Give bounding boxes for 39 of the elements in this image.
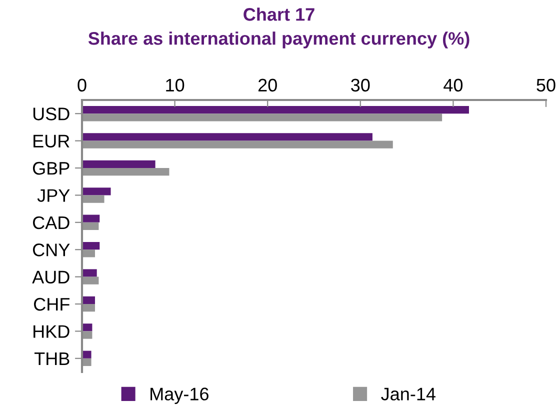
- chart-title: Chart 17: [244, 8, 314, 21]
- y-tick-label: JPY: [37, 189, 70, 202]
- y-tick-label: USD: [33, 108, 70, 120]
- legend-label: May-16: [150, 388, 208, 404]
- bar: [82, 195, 104, 203]
- chart-subtitle: Share as international payment currency (%): [88, 32, 470, 48]
- bar: [82, 250, 95, 258]
- bar: [82, 350, 92, 358]
- bar: [82, 358, 92, 366]
- bar: [82, 114, 442, 122]
- x-tick-label: 10: [166, 78, 184, 92]
- bar: [82, 168, 170, 176]
- bar: [82, 222, 99, 230]
- bar: [82, 214, 100, 222]
- bar: [82, 242, 100, 250]
- bar: [82, 140, 393, 148]
- y-tick-label: CNY: [32, 244, 70, 256]
- y-tick-label: EUR: [34, 134, 70, 148]
- bar: [82, 276, 99, 284]
- y-tick-label: CAD: [32, 216, 70, 230]
- bar: [82, 296, 95, 304]
- y-tick-label: THB: [34, 352, 70, 365]
- bar: [82, 106, 469, 114]
- x-tick-label: 50: [536, 78, 556, 92]
- bar: [82, 269, 97, 277]
- y-tick-label: AUD: [32, 270, 70, 284]
- bar: [82, 133, 372, 141]
- legend-label: Jan-14: [381, 388, 436, 400]
- x-tick-label: 30: [351, 78, 370, 92]
- x-tick-label: 20: [258, 78, 277, 92]
- bar: [82, 331, 92, 339]
- x-tick-label: 0: [78, 78, 86, 92]
- y-tick-label: CHF: [34, 298, 70, 311]
- x-tick-label: 40: [444, 78, 463, 92]
- bar: [82, 160, 156, 168]
- y-tick-label: GBP: [32, 162, 70, 175]
- bar: [82, 304, 95, 312]
- bar: [82, 188, 111, 196]
- y-tick-label: HKD: [34, 325, 70, 338]
